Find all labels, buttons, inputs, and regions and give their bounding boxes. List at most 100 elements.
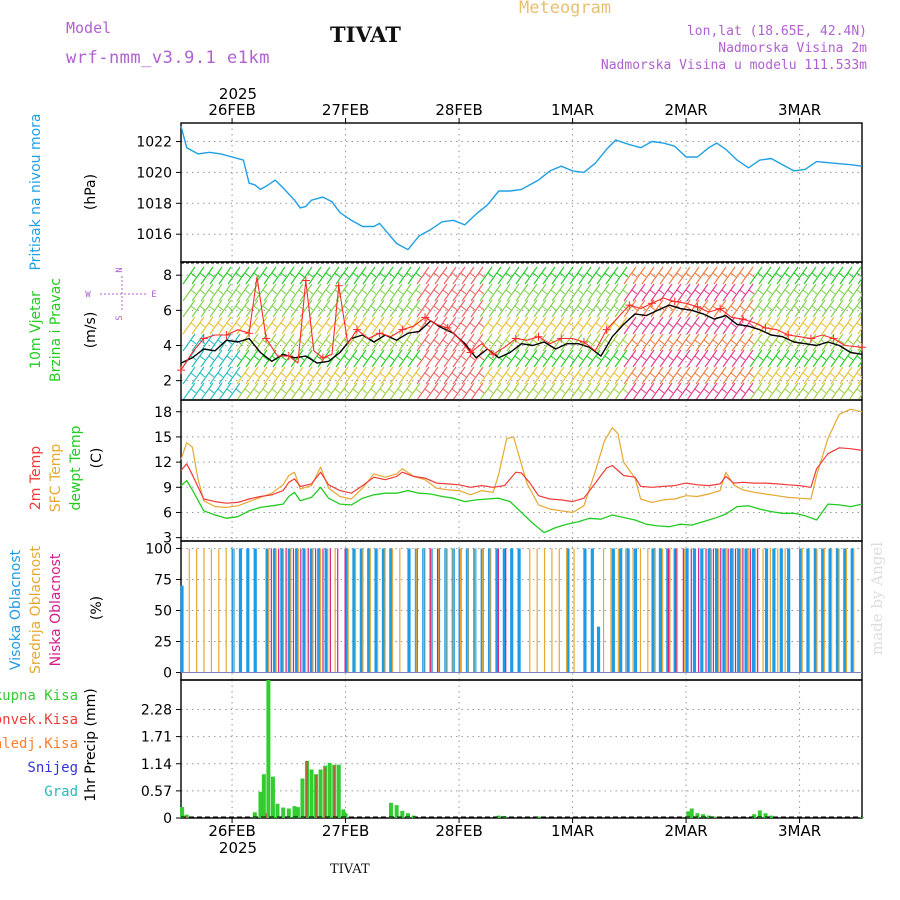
wind-gust-marker (398, 325, 407, 334)
wind-barb-flag (568, 388, 575, 394)
wind-barb-flag (856, 322, 862, 328)
wind-barb (263, 316, 277, 335)
wind-barb (848, 283, 862, 302)
wind-barb (812, 299, 826, 318)
wind-barb-flag (640, 305, 647, 311)
wind-barb-flag (550, 289, 557, 295)
wind-barb-flag (559, 388, 566, 394)
wind-barb (857, 277, 862, 285)
wind-barb (218, 349, 232, 368)
wind-barb (731, 333, 745, 352)
wind-barb-flag (415, 355, 422, 361)
wind-barb-flag (793, 372, 800, 378)
wind-barb (632, 333, 646, 352)
wind-barb (227, 333, 241, 352)
wind-barb (686, 366, 700, 385)
wind-barb-flag (424, 372, 431, 378)
wind-barb-flag (523, 388, 530, 394)
wind-barb-flag (658, 372, 665, 378)
wind-barb-flag (469, 272, 476, 278)
cloud_cover-ytick-label: 0 (163, 666, 172, 682)
wind-barb-flag (442, 322, 449, 328)
temperature-ytick-label: 18 (154, 405, 172, 421)
wind-barb (821, 299, 835, 318)
wind-barb (362, 299, 376, 318)
wind-barb (335, 349, 349, 368)
wind-barb-flag (451, 388, 458, 394)
wind-barb-flag (586, 339, 593, 345)
wind-barb (713, 366, 727, 385)
wind-barb-flag (451, 372, 458, 378)
wind-barb (209, 283, 223, 302)
wind-barb (515, 382, 529, 400)
precip-bar-total (388, 802, 393, 818)
wind-barb-flag (487, 272, 494, 278)
wind-barb (830, 299, 844, 318)
wind-barb-flag (424, 305, 431, 311)
wind-barb-flag (217, 388, 224, 394)
wind-barb-flag (631, 289, 638, 295)
wind-barb-flag (226, 272, 233, 278)
wind-barb-flag (469, 355, 476, 361)
wind-barb (839, 366, 853, 385)
wind-barb-flag (649, 289, 656, 295)
wind-barb-flag (487, 322, 494, 328)
wind-barb (281, 349, 295, 368)
wind-barb (650, 366, 664, 385)
wind-barb (713, 316, 727, 335)
wind-barb-flag (334, 339, 341, 345)
wind-barb-flag (433, 388, 440, 394)
wind-barb-flag (856, 305, 862, 311)
wind-barb (380, 266, 394, 285)
wind-barb (317, 283, 331, 302)
cloud-bar-high (407, 548, 411, 673)
wind-barb-flag (640, 272, 647, 278)
wind-barb (182, 333, 196, 352)
wind-barb (533, 333, 547, 352)
wind-barb-flag (478, 355, 485, 361)
wind-barb-flag (505, 388, 512, 394)
wind-barb (371, 382, 385, 400)
wind-barb (470, 366, 484, 385)
wind-unit: (m/s) (83, 312, 99, 349)
wind-barb (344, 316, 358, 335)
wind-barb-flag (280, 272, 287, 278)
wind-barb-flag (577, 372, 584, 378)
wind-barb (326, 283, 340, 302)
wind-barb-flag (208, 372, 215, 378)
wind-barb-flag (442, 355, 449, 361)
wind-barb-flag (613, 322, 620, 328)
wind-barb-flag (352, 272, 359, 278)
wind-barb-flag (784, 372, 791, 378)
wind-barb-flag (640, 339, 647, 345)
wind-barb (686, 266, 700, 285)
wind-barb (227, 283, 241, 302)
wind-barb-flag (586, 388, 593, 394)
wind-barb-flag (352, 305, 359, 311)
wind-barb (749, 283, 763, 302)
cloud-bar-high (611, 548, 615, 673)
wind-barb-flag (820, 355, 827, 361)
day-label-top: 2MAR (664, 101, 707, 119)
wind-barb-flag (766, 305, 773, 311)
precipitation-panel: 0 0.57 1.14 1.71 2.28 (141, 679, 864, 827)
wind-barb (587, 283, 601, 302)
wind-barb-flag (838, 388, 845, 394)
cloud-bar-high (850, 548, 854, 673)
wind-barb (668, 266, 682, 285)
wind-barb (713, 349, 727, 368)
wind-barb (569, 266, 583, 285)
precip-bar-total (706, 815, 711, 818)
wind-barb-flag (433, 339, 440, 345)
wind-barb (650, 349, 664, 368)
wind-barb (785, 266, 799, 285)
wind-barb-flag (838, 355, 845, 361)
wind-barb (569, 349, 583, 368)
wind-barb-flag (838, 272, 845, 278)
wind-barb (695, 382, 709, 400)
wind-barb-flag (442, 339, 449, 345)
cloud-bar-high (714, 548, 719, 673)
wind-barb (209, 366, 223, 385)
wind-barb (434, 266, 448, 285)
wind-barb (641, 266, 655, 285)
